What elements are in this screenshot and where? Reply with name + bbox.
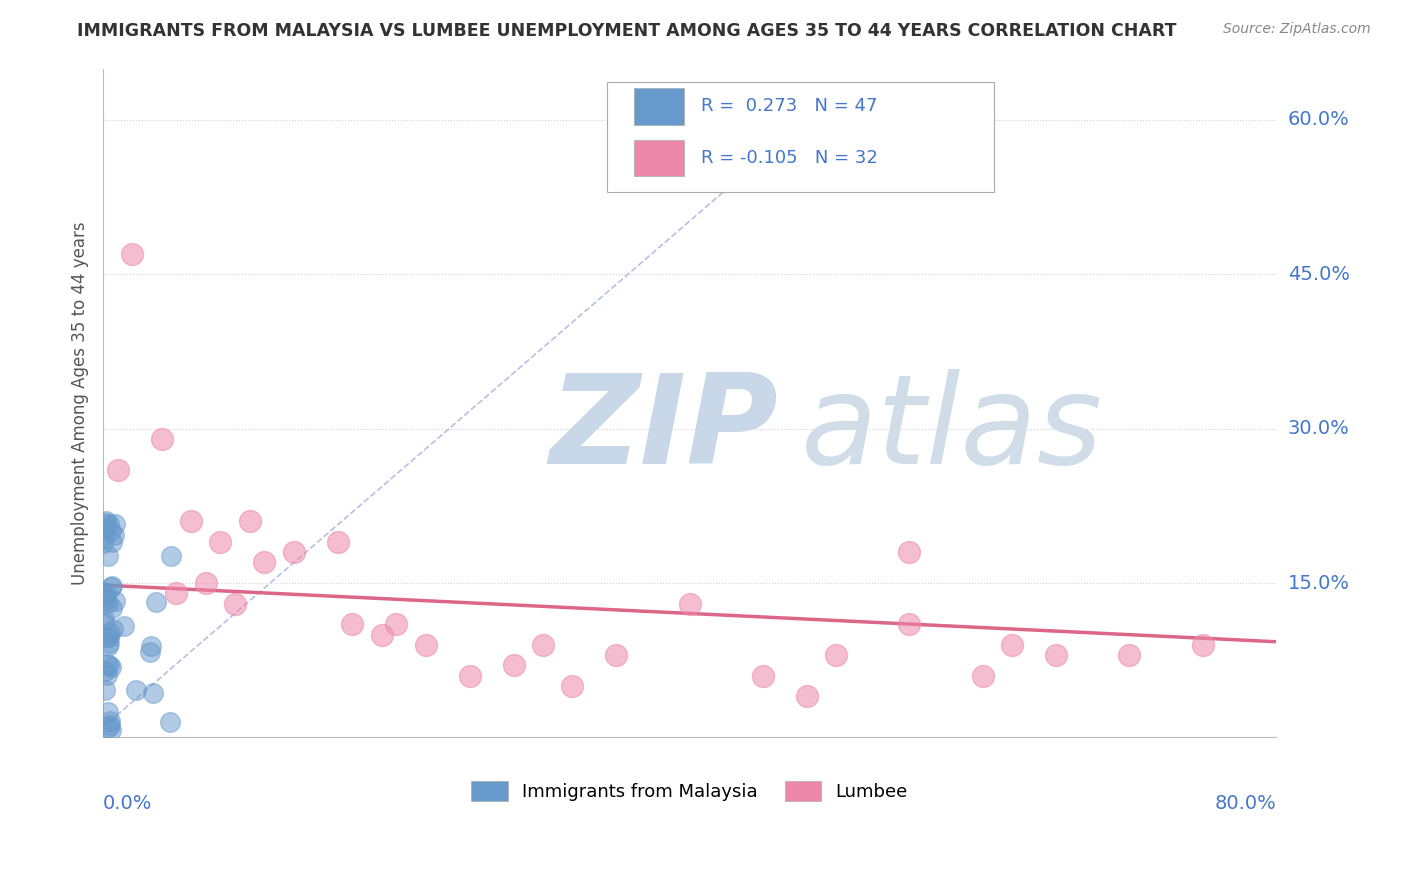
- Point: [93, 615, 115, 630]
- Point: [458, 669, 481, 683]
- Point: [97, 658, 120, 673]
- Point: [94, 593, 117, 607]
- Point: [224, 597, 246, 611]
- Point: [96, 667, 118, 681]
- Text: 80.0%: 80.0%: [1215, 794, 1275, 813]
- Point: [91, 536, 114, 550]
- Point: [100, 535, 122, 549]
- Point: [97, 639, 120, 653]
- Text: R = -0.105   N = 32: R = -0.105 N = 32: [702, 149, 879, 167]
- Point: [752, 669, 775, 683]
- Point: [180, 514, 202, 528]
- Point: [100, 714, 122, 728]
- Point: [1001, 638, 1024, 652]
- Point: [112, 619, 135, 633]
- Point: [100, 524, 122, 538]
- Point: [93, 585, 115, 599]
- Point: [142, 686, 165, 700]
- Point: [94, 586, 117, 600]
- Point: [94, 514, 117, 528]
- Point: [139, 645, 162, 659]
- Point: [100, 723, 122, 738]
- Text: 15.0%: 15.0%: [1288, 574, 1350, 592]
- Point: [972, 669, 994, 683]
- Bar: [634, 140, 683, 177]
- Point: [239, 514, 262, 528]
- Point: [93, 591, 115, 605]
- Point: [253, 556, 276, 570]
- Point: [165, 586, 187, 600]
- Text: R =  0.273   N = 47: R = 0.273 N = 47: [702, 97, 877, 115]
- Point: [370, 627, 392, 641]
- Point: [1118, 648, 1140, 662]
- Point: [107, 463, 129, 477]
- Point: [104, 516, 127, 531]
- Point: [561, 679, 583, 693]
- Point: [104, 594, 127, 608]
- Point: [159, 714, 181, 729]
- Text: ZIP: ZIP: [548, 369, 778, 491]
- Point: [100, 580, 122, 594]
- Point: [531, 638, 554, 652]
- Point: [209, 535, 232, 549]
- Point: [94, 683, 117, 698]
- Point: [103, 622, 125, 636]
- Point: [93, 516, 115, 530]
- Point: [605, 648, 627, 662]
- Point: [93, 529, 115, 543]
- Point: [139, 639, 162, 653]
- FancyBboxPatch shape: [607, 82, 994, 193]
- Text: 60.0%: 60.0%: [1288, 111, 1350, 129]
- Text: atlas: atlas: [801, 369, 1104, 491]
- Point: [415, 638, 437, 652]
- Point: [97, 517, 120, 532]
- Point: [94, 665, 117, 679]
- Text: 30.0%: 30.0%: [1288, 419, 1350, 438]
- Point: [1045, 648, 1067, 662]
- Text: IMMIGRANTS FROM MALAYSIA VS LUMBEE UNEMPLOYMENT AMONG AGES 35 TO 44 YEARS CORREL: IMMIGRANTS FROM MALAYSIA VS LUMBEE UNEMP…: [77, 22, 1177, 40]
- Point: [796, 690, 818, 704]
- Point: [125, 682, 148, 697]
- Point: [98, 626, 121, 640]
- Point: [502, 658, 524, 673]
- Point: [160, 549, 183, 563]
- Point: [101, 600, 124, 615]
- Point: [103, 528, 125, 542]
- Y-axis label: Unemployment Among Ages 35 to 44 years: Unemployment Among Ages 35 to 44 years: [72, 221, 89, 585]
- Point: [145, 595, 167, 609]
- Text: 0.0%: 0.0%: [103, 794, 152, 813]
- Point: [98, 630, 121, 644]
- Point: [898, 617, 921, 632]
- Point: [385, 617, 408, 632]
- Text: 45.0%: 45.0%: [1288, 265, 1350, 284]
- Text: Source: ZipAtlas.com: Source: ZipAtlas.com: [1223, 22, 1371, 37]
- Point: [96, 657, 118, 672]
- Point: [342, 617, 364, 632]
- Point: [825, 648, 848, 662]
- Point: [93, 612, 115, 626]
- Point: [97, 719, 120, 733]
- Point: [898, 545, 921, 559]
- Point: [121, 246, 143, 260]
- Bar: [634, 87, 683, 125]
- Point: [97, 549, 120, 563]
- Point: [100, 579, 122, 593]
- Point: [100, 659, 122, 673]
- Point: [97, 636, 120, 650]
- Point: [96, 630, 118, 644]
- Point: [97, 596, 120, 610]
- Legend: Immigrants from Malaysia, Lumbee: Immigrants from Malaysia, Lumbee: [464, 773, 915, 809]
- Point: [326, 535, 349, 549]
- Point: [98, 718, 121, 732]
- Point: [150, 432, 173, 446]
- Point: [194, 576, 217, 591]
- Point: [93, 521, 115, 535]
- Point: [1191, 638, 1213, 652]
- Point: [283, 545, 305, 559]
- Point: [96, 705, 118, 719]
- Point: [678, 597, 700, 611]
